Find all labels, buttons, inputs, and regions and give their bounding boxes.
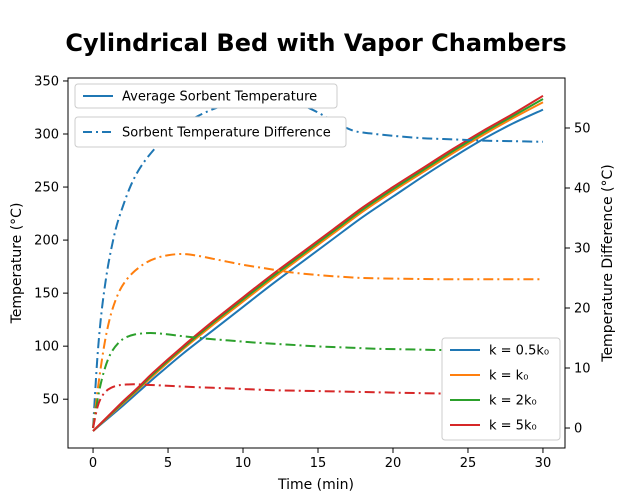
legend-label: Average Sorbent Temperature: [122, 90, 317, 105]
x-axis-label: Time (min): [277, 477, 354, 493]
y-right-tick-label: 10: [574, 362, 591, 377]
series-temp-diff-k5: [92, 383, 544, 429]
legend-label-k1: k = k₀: [489, 369, 528, 384]
axes-ticks-group: 0 5 10 15 20 25 30 50 100 150 200 250 300 350 0 10 20 30 4…: [34, 74, 590, 471]
legend-box: [441, 337, 561, 441]
y-left-tick-label: 300: [34, 128, 59, 143]
y-axis-label-left: Temperature (°C): [9, 203, 25, 325]
y-right-tick-label: 30: [574, 241, 591, 256]
legend-label-k0.5: k = 0.5k₀: [489, 344, 549, 359]
legend-box: [74, 116, 347, 148]
legend-label-k2: k = 2k₀: [489, 394, 537, 409]
legend-k-values: k = 0.5k₀ k = k₀ k = 2k₀ k = 5k₀: [441, 337, 561, 441]
y-left-tick-label: 50: [42, 393, 59, 408]
legend-average-temperature: Average Sorbent Temperature: [74, 83, 338, 109]
y-left-tick-label: 250: [34, 181, 59, 196]
x-tick-label: 25: [460, 456, 477, 471]
legend-label: Sorbent Temperature Difference: [122, 126, 331, 141]
x-tick-label: 15: [310, 456, 327, 471]
x-tick-label: 5: [164, 456, 172, 471]
y-left-tick-label: 150: [34, 287, 59, 302]
y-right-tick-label: 50: [574, 121, 591, 136]
x-tick-label: 10: [235, 456, 252, 471]
series-temp-diff-k1: [92, 252, 543, 429]
y-left-tick-label: 100: [34, 340, 59, 355]
x-tick-label: 30: [535, 456, 552, 471]
x-tick-label: 0: [89, 456, 97, 471]
chart-title: Cylindrical Bed with Vapor Chambers: [65, 29, 566, 57]
y-right-tick-label: 0: [574, 422, 582, 437]
y-left-tick-label: 200: [34, 234, 59, 249]
y-right-tick-label: 40: [574, 181, 591, 196]
series-avg-temp-k5: [92, 94, 544, 432]
x-tick-label: 20: [385, 456, 402, 471]
series-temp-diff-k2: [92, 332, 544, 429]
y-left-tick-label: 350: [34, 74, 59, 89]
y-right-tick-label: 20: [574, 302, 591, 317]
legend-temperature-difference: Sorbent Temperature Difference: [74, 116, 347, 148]
legend-box: [74, 83, 338, 109]
y-axis-label-right: Temperature Difference (°C): [600, 164, 616, 362]
legend-label-k5: k = 5k₀: [489, 419, 537, 434]
